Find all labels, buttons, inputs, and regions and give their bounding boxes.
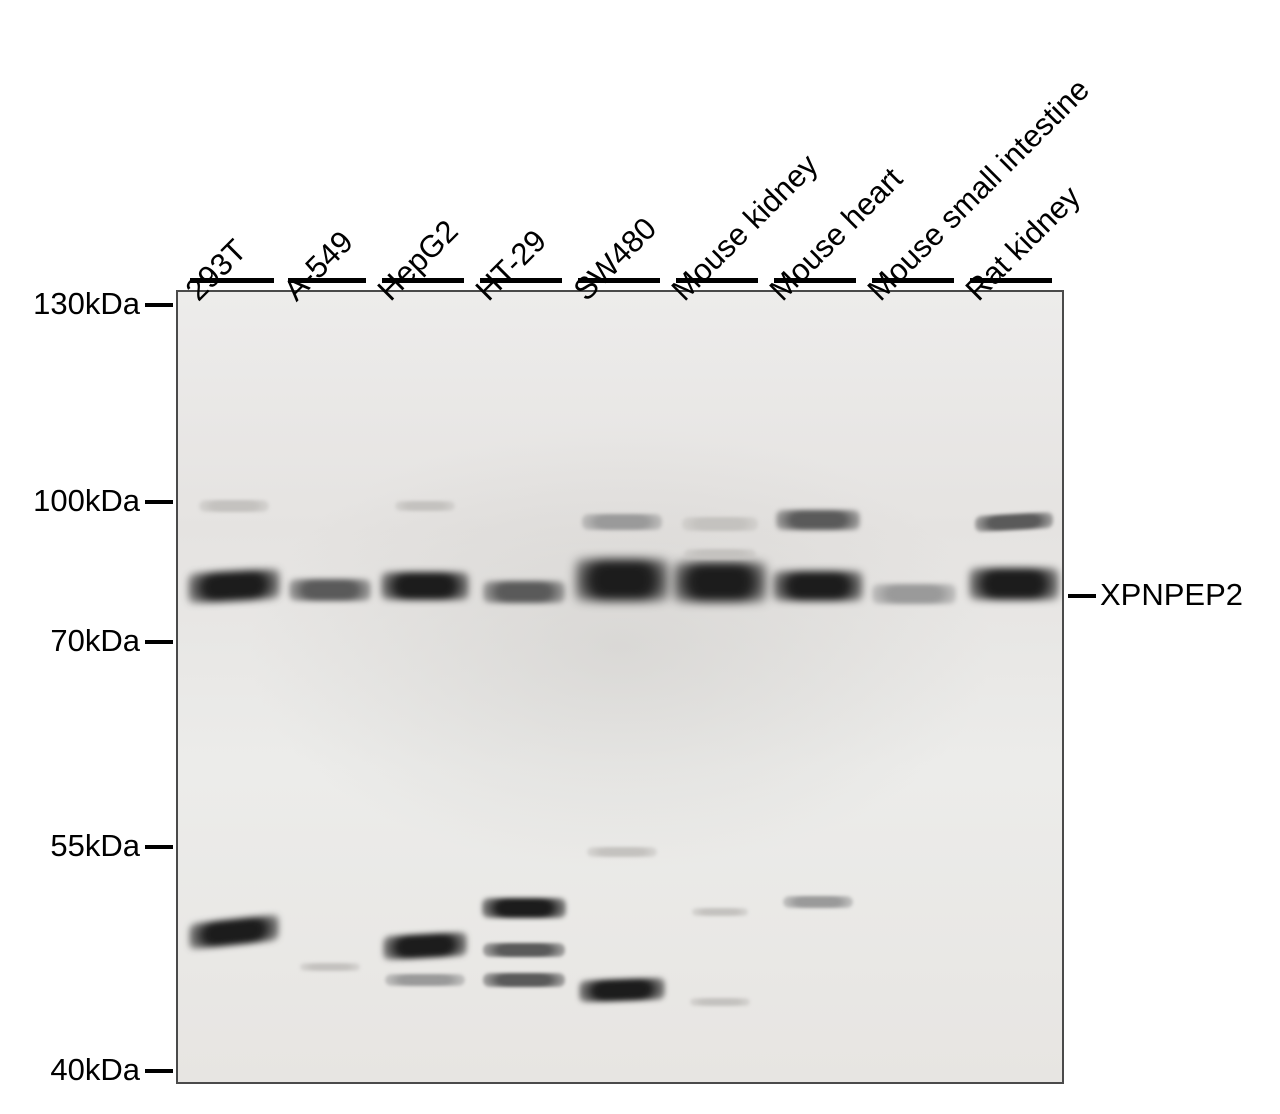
western-blot-figure: 293TA-549HepG2HT-29SW480Mouse kidneyMous…	[0, 0, 1280, 1114]
mw-label: 55kDa	[0, 828, 140, 864]
protein-band	[872, 584, 956, 604]
mw-tick	[145, 500, 173, 504]
protein-band	[579, 977, 665, 1002]
protein-band	[975, 512, 1053, 532]
protein-band	[188, 569, 280, 604]
mw-label: 100kDa	[0, 483, 140, 519]
mw-label: 40kDa	[0, 1052, 140, 1088]
protein-band	[684, 549, 756, 559]
mw-label: 130kDa	[0, 286, 140, 322]
protein-band	[289, 579, 371, 601]
protein-band	[690, 998, 750, 1006]
protein-annotation-tick	[1068, 594, 1096, 598]
protein-band	[776, 510, 860, 530]
protein-band	[189, 914, 279, 949]
protein-band	[582, 514, 662, 530]
protein-band	[483, 581, 565, 603]
mw-tick	[145, 1069, 173, 1073]
band-layer	[178, 292, 1062, 1082]
protein-band	[575, 559, 669, 601]
blot-membrane-frame	[176, 290, 1064, 1084]
protein-band	[482, 898, 566, 918]
protein-band	[395, 501, 455, 511]
protein-band	[783, 896, 853, 908]
protein-band	[692, 908, 748, 916]
protein-band	[673, 562, 767, 602]
protein-band	[199, 500, 269, 512]
mw-tick	[145, 845, 173, 849]
protein-band	[483, 943, 565, 957]
protein-band	[300, 963, 360, 971]
protein-band	[773, 571, 863, 601]
protein-band	[682, 517, 758, 531]
protein-annotation-label: XPNPEP2	[1100, 577, 1243, 613]
protein-band	[483, 973, 565, 987]
protein-band	[969, 568, 1059, 600]
protein-band	[383, 932, 467, 960]
mw-tick	[145, 640, 173, 644]
mw-label: 70kDa	[0, 623, 140, 659]
protein-band	[587, 847, 657, 857]
protein-band	[385, 974, 465, 986]
protein-band	[381, 572, 469, 600]
mw-tick	[145, 303, 173, 307]
